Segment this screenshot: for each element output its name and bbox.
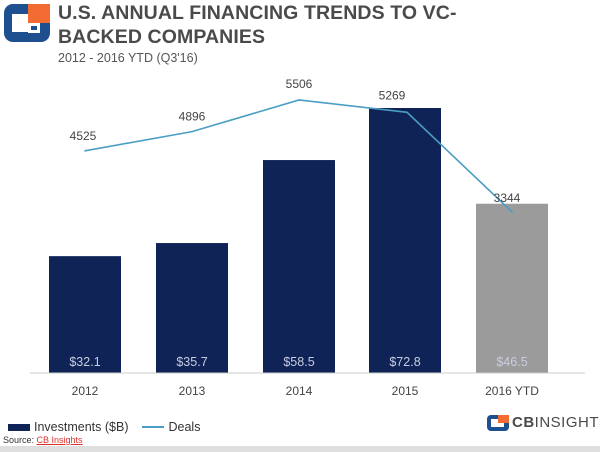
bar-2013 [156,243,228,373]
x-tick-label: 2015 [392,384,419,398]
x-tick-label: 2014 [286,384,313,398]
bar-value-label: $35.7 [176,355,207,369]
bottom-strip [0,446,600,452]
bar-2016-ytd [476,203,548,373]
bar-value-labels: $32.1 $35.7 $58.5 $72.8 $46.5 [69,355,527,369]
x-tick-label: 2016 YTD [485,384,539,398]
source-prefix: Source: [3,435,37,445]
x-tick-label: 2013 [179,384,206,398]
combo-chart: $32.1 $35.7 $58.5 $72.8 $46.5 4525 4896 5506 52… [30,77,585,398]
cb-insights-mark-icon [487,414,509,431]
legend-label-investments: Investments ($B) [34,420,129,434]
deals-value-label: 5506 [286,77,313,91]
bar-2015 [369,108,441,373]
bar-value-label: $32.1 [69,355,100,369]
bar-value-label: $72.8 [389,355,420,369]
cb-insights-logo [4,4,50,42]
bar-series [49,108,548,373]
deals-value-label: 4896 [179,110,206,124]
legend-label-deals: Deals [168,420,201,434]
deals-line-series [84,99,513,213]
bar-value-label: $46.5 [496,355,527,369]
deals-value-label: 5269 [379,88,406,102]
bar-value-label: $58.5 [283,355,314,369]
legend-swatch-deals [142,426,165,428]
deals-point [511,211,513,213]
bar-2012 [49,256,121,373]
legend-swatch-investments [8,423,30,431]
deals-point [84,150,86,152]
deals-point [298,99,300,101]
brand-insights: INSIGHTS [534,414,600,431]
brand-wordmark: CBINSIGHTS [487,414,600,431]
bar-2014 [263,160,335,373]
x-tick-labels: 2012 2013 2014 2015 2016 YTD [72,384,540,398]
chart-title: U.S. ANNUAL FINANCING TRENDS TO VC-BACKE… [58,2,457,48]
deals-value-label: 3344 [494,191,521,205]
deals-point [191,130,193,133]
brand-cb: CB [512,414,535,431]
x-tick-label: 2012 [72,384,99,398]
legend: Investments ($B) Deals [8,419,200,435]
source-link[interactable]: CB Insights [36,435,83,445]
deals-value-labels: 4525 4896 5506 5269 3344 [70,77,521,205]
deals-point [406,111,408,114]
deals-value-label: 4525 [70,129,97,143]
chart-subtitle: 2012 - 2016 YTD (Q3'16) [58,51,198,65]
source-note: Source: CB Insights [3,435,83,445]
